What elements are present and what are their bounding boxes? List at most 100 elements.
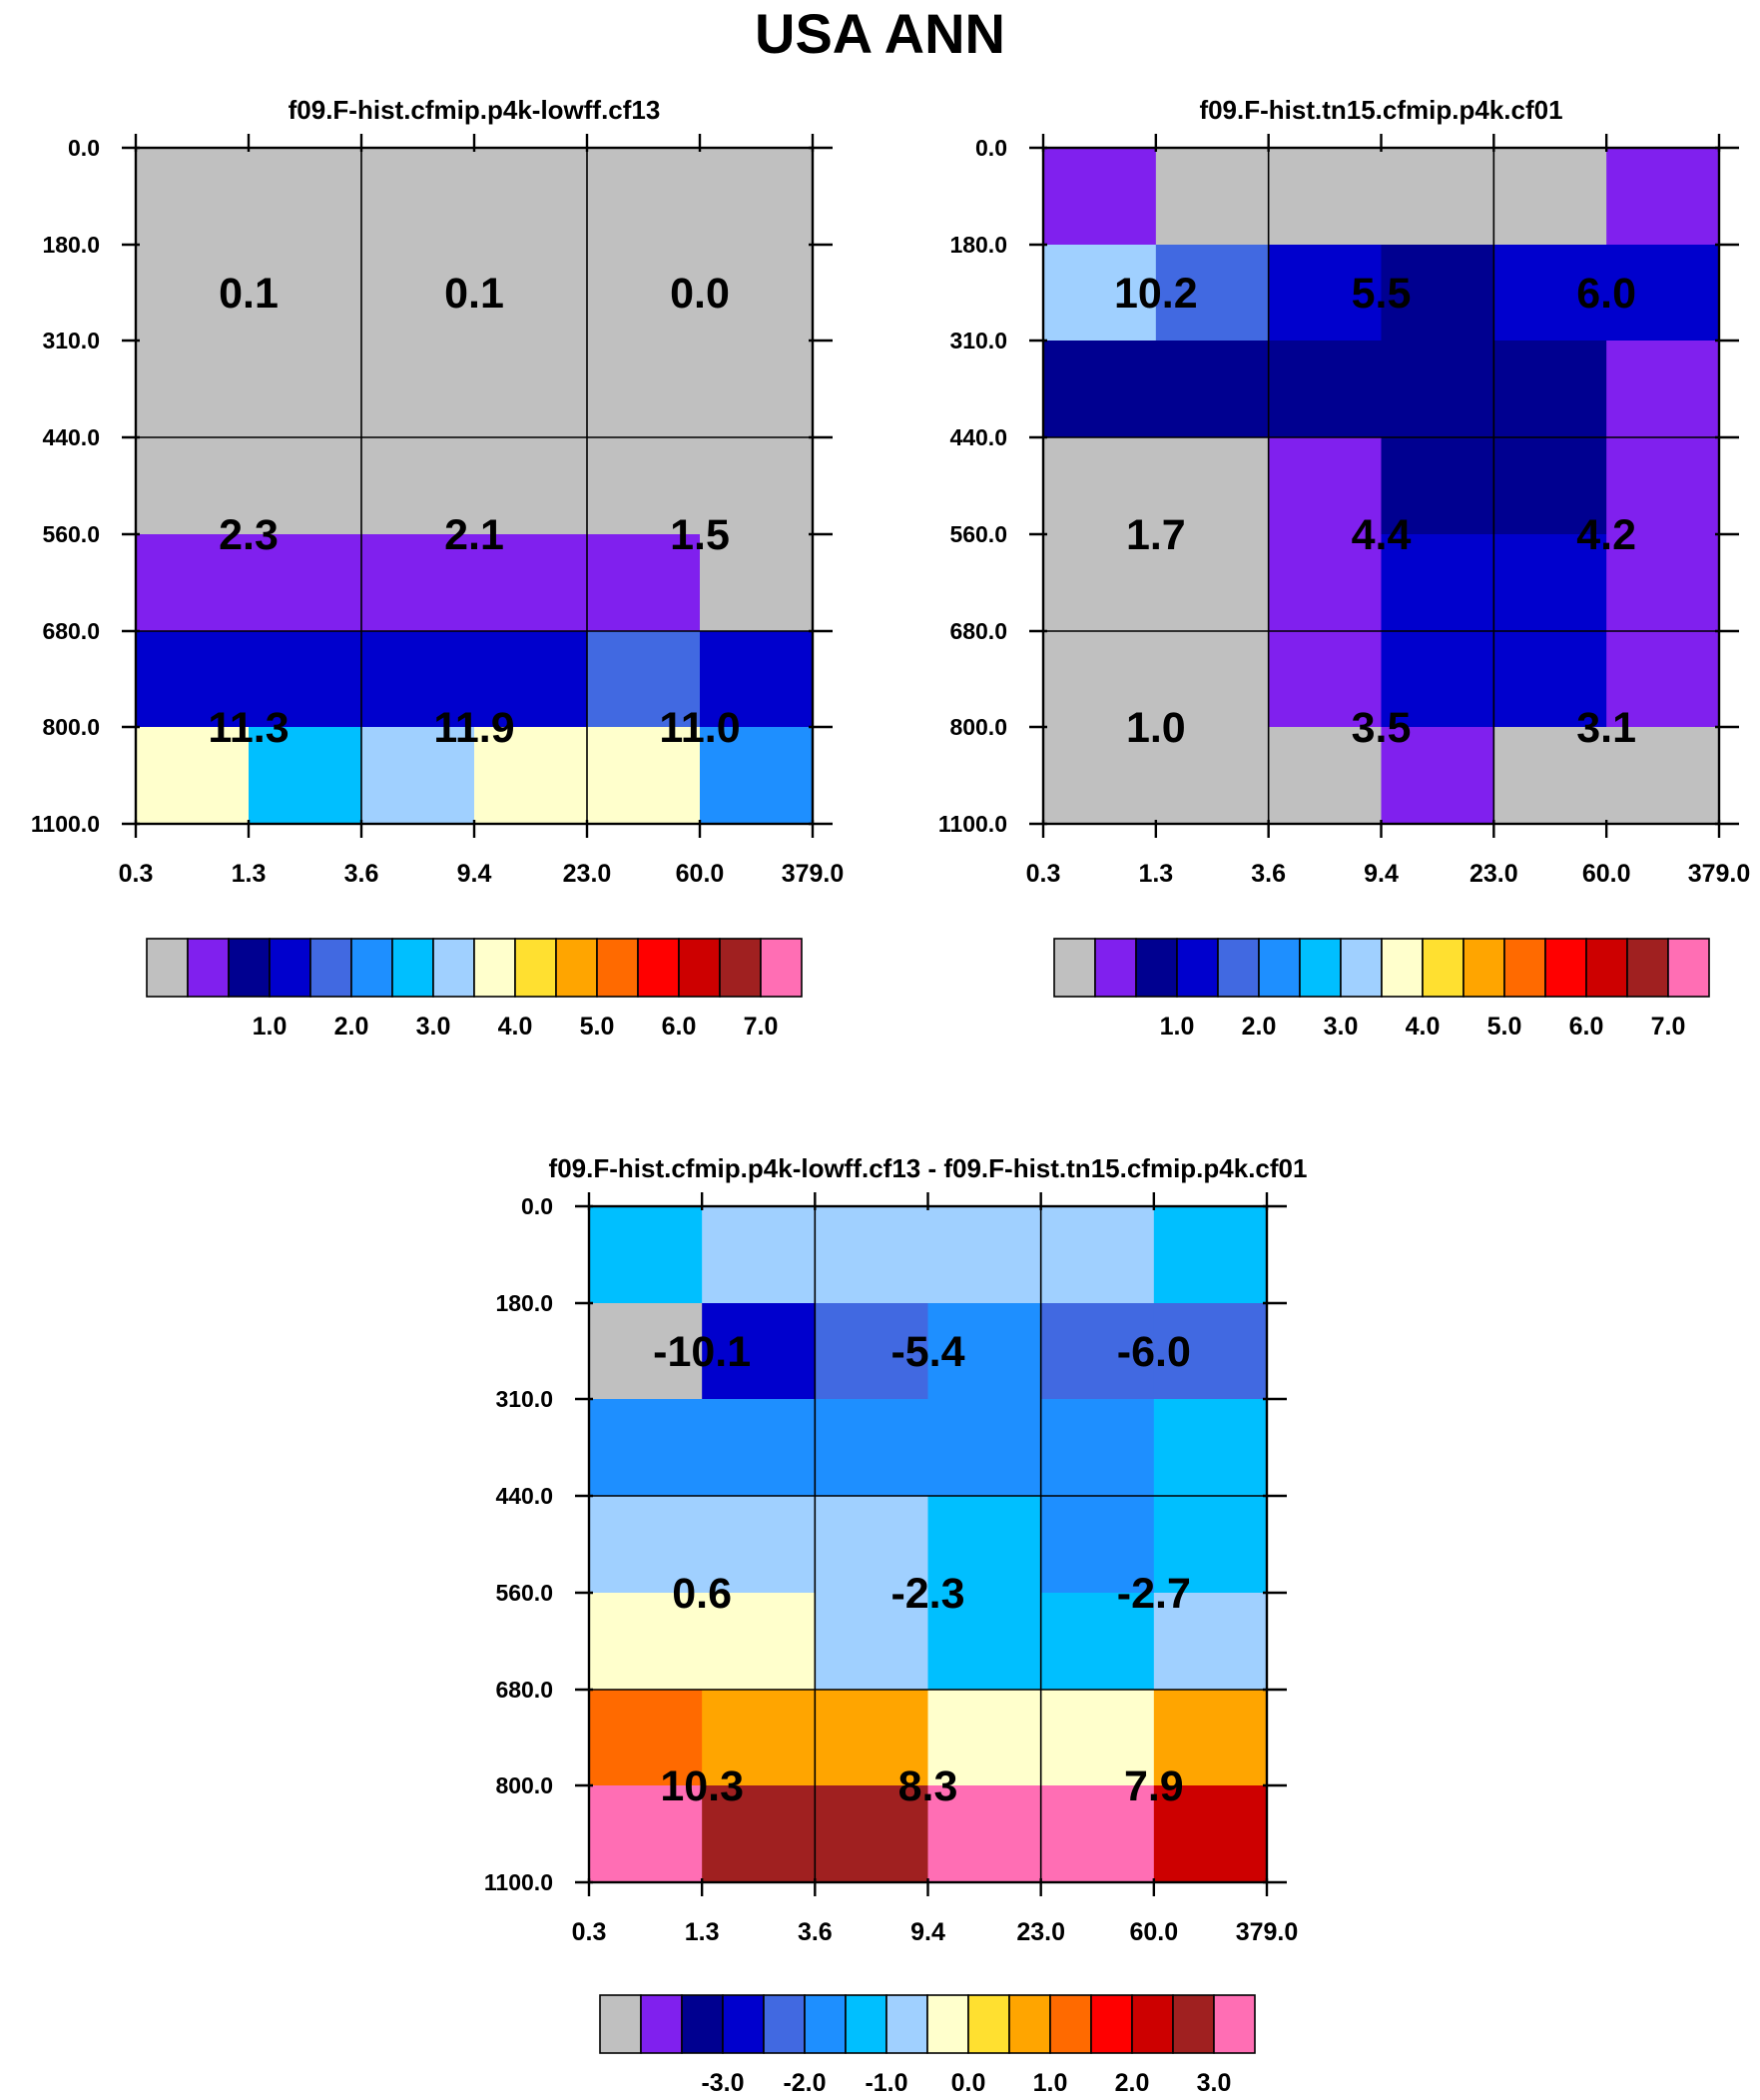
heatmap-cell <box>136 245 250 342</box>
heatmap-cell <box>1043 534 1157 632</box>
heatmap-cell <box>702 1690 816 1786</box>
heatmap-cell <box>1043 437 1157 535</box>
colorbar-box <box>845 1994 887 2054</box>
panel-title: f09.F-hist.cfmip.p4k-lowff.cf13 - f09.F-… <box>549 1153 1308 1183</box>
heatmap-cell <box>1153 1303 1268 1400</box>
heatmap-cell <box>927 1496 1042 1594</box>
panel-2: 0.0 180.0 310.0 440.0 560.0 680.0 800.0 1100.0 0… <box>938 95 1750 1041</box>
heatmap-cell <box>136 341 250 438</box>
heatmap-cell <box>700 534 814 632</box>
panel-1: 0.0 180.0 310.0 440.0 560.0 680.0 800.0 1100.0 0… <box>31 95 844 1041</box>
heatmap-cell <box>1155 341 1270 438</box>
heatmap-cell <box>1155 534 1270 632</box>
colorbar-box <box>309 938 352 998</box>
colorbar-box <box>1176 938 1219 998</box>
heatmap-cell <box>1268 727 1383 825</box>
heatmap-cell <box>1606 245 1720 342</box>
heatmap-cell <box>1155 727 1270 825</box>
heatmap-cell <box>1153 1785 1268 1883</box>
heatmap-cell <box>1606 341 1720 438</box>
colorbar-label: 3.0 <box>416 1013 451 1041</box>
colorbar-box <box>146 938 189 998</box>
heatmap-cell <box>700 341 814 438</box>
x-tick-label: 1.3 <box>232 860 267 888</box>
heatmap-cell <box>815 1496 929 1594</box>
colorbar-label: 6.0 <box>662 1013 697 1041</box>
region-value: 0.1 <box>219 270 279 318</box>
heatmap-cell <box>1153 1496 1268 1594</box>
heatmap-cell <box>361 245 475 342</box>
heatmap-cell <box>136 148 250 246</box>
heatmap-cell <box>702 1593 816 1691</box>
y-tick-label: 440.0 <box>42 424 100 450</box>
colorbar-box <box>1463 938 1505 998</box>
x-tick-label: 3.6 <box>1251 860 1286 888</box>
colorbar-box <box>599 1994 642 2054</box>
y-tick-label: 0.0 <box>521 1193 553 1219</box>
heatmap-cell <box>1268 245 1383 342</box>
region-value: 0.1 <box>444 270 504 318</box>
colorbar-box <box>763 1994 806 2054</box>
colorbar-box <box>187 938 230 998</box>
region-value: 0.6 <box>672 1570 732 1618</box>
heatmap-cell <box>702 1785 816 1883</box>
heatmap-cell <box>1493 727 1607 825</box>
heatmap-cell <box>1043 631 1157 728</box>
x-tick-label: 379.0 <box>1236 1918 1299 1946</box>
region-value: -6.0 <box>1117 1328 1191 1376</box>
heatmap-cell <box>474 631 588 728</box>
heatmap-cell <box>1381 631 1494 728</box>
y-tick-label: 1100.0 <box>938 811 1007 837</box>
colorbar-box <box>1217 938 1260 998</box>
heatmap-cell <box>700 148 814 246</box>
x-tick-label: 379.0 <box>1688 860 1751 888</box>
heatmap-cell <box>474 534 588 632</box>
heatmap-cell <box>1606 148 1720 246</box>
panel-title: f09.F-hist.tn15.cfmip.p4k.cf01 <box>1199 95 1562 125</box>
region-value: -5.4 <box>890 1328 964 1376</box>
colorbar-box <box>1135 938 1178 998</box>
heatmap-cell <box>587 245 701 342</box>
x-tick-label: 0.3 <box>119 860 154 888</box>
colorbar-box <box>1053 938 1096 998</box>
heatmap-cell <box>136 437 250 535</box>
heatmap-cell <box>815 1785 929 1883</box>
colorbar-box <box>1258 938 1301 998</box>
heatmap-cell <box>589 1206 703 1304</box>
heatmap-cell <box>1040 1593 1155 1691</box>
y-tick-label: 1100.0 <box>31 811 100 837</box>
heatmap-cell <box>927 1206 1042 1304</box>
colorbar-label: 1.0 <box>253 1013 288 1041</box>
region-value: 7.9 <box>1124 1762 1184 1810</box>
region-value: 4.2 <box>1576 511 1636 559</box>
heatmap-cell <box>1381 727 1494 825</box>
heatmap-cell <box>1153 1399 1268 1497</box>
heatmap-cell <box>474 245 588 342</box>
y-tick-label: 800.0 <box>495 1772 553 1798</box>
heatmap-cell <box>702 1303 816 1400</box>
heatmap-cell <box>815 1593 929 1691</box>
colorbar-box <box>637 938 680 998</box>
heatmap-cell <box>587 437 701 535</box>
x-tick-label: 23.0 <box>1469 860 1518 888</box>
colorbar-box <box>596 938 639 998</box>
colorbar-box <box>1090 1994 1133 2054</box>
colorbar-box <box>1172 1994 1215 2054</box>
heatmap-cell <box>249 534 362 632</box>
y-tick-label: 310.0 <box>42 328 100 353</box>
heatmap-cell <box>249 727 362 825</box>
heatmap-cell <box>587 631 701 728</box>
region-value: -2.3 <box>890 1570 964 1618</box>
heatmap-cell <box>136 727 250 825</box>
colorbar-label: 5.0 <box>1487 1013 1522 1041</box>
heatmap-cell <box>1493 148 1607 246</box>
heatmap-cell <box>1040 1206 1155 1304</box>
heatmap-cell <box>700 727 814 825</box>
heatmap-cell <box>1155 631 1270 728</box>
x-tick-label: 3.6 <box>344 860 379 888</box>
colorbar-box <box>473 938 516 998</box>
heatmap-cell <box>1043 341 1157 438</box>
heatmap-cell <box>474 148 588 246</box>
heatmap-cell <box>1268 148 1383 246</box>
colorbar-label: 0.0 <box>951 2069 986 2097</box>
